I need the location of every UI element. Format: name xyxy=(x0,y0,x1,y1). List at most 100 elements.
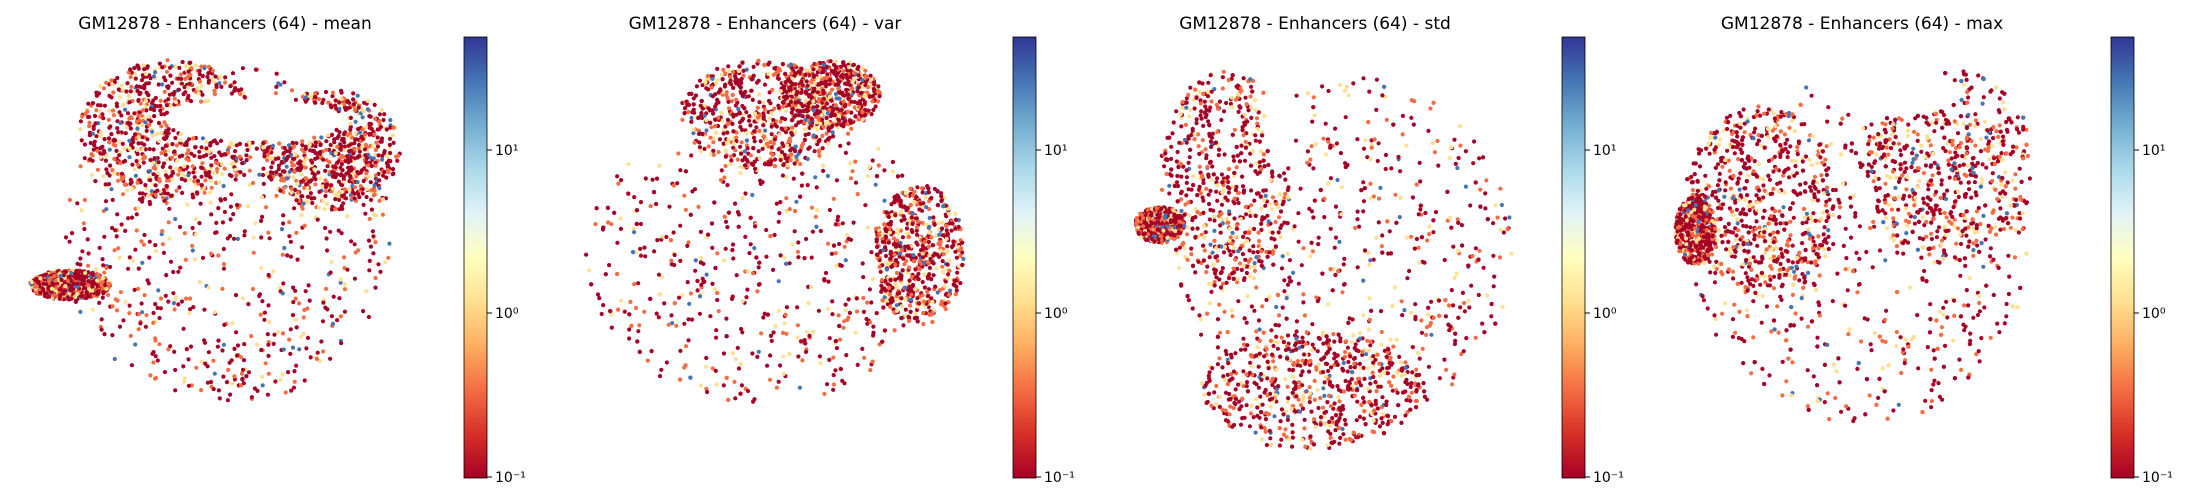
scatter-point xyxy=(374,148,378,152)
scatter-point xyxy=(724,317,728,321)
scatter-point xyxy=(876,99,880,103)
scatter-point xyxy=(207,174,211,178)
scatter-point xyxy=(213,74,217,78)
scatter-point xyxy=(241,296,245,300)
scatter-point xyxy=(157,160,161,164)
scatter-point xyxy=(710,282,714,286)
scatter-point xyxy=(924,205,928,209)
scatter-point xyxy=(104,167,108,171)
scatter-point xyxy=(118,256,122,260)
scatter-point xyxy=(173,307,177,311)
scatter-point xyxy=(229,141,233,145)
scatter-point xyxy=(178,225,182,229)
scatter-point xyxy=(778,363,782,367)
scatter-point xyxy=(939,249,943,253)
scatter-point xyxy=(932,273,936,277)
scatter-point xyxy=(145,91,149,95)
scatter-point xyxy=(365,195,369,199)
scatter-point xyxy=(726,64,730,68)
scatter-point xyxy=(947,293,951,297)
scatter-point xyxy=(207,350,211,354)
scatter-point xyxy=(909,298,913,302)
scatter-point xyxy=(332,140,336,144)
scatter-point xyxy=(136,206,140,210)
scatter-point xyxy=(377,127,381,131)
scatter-point xyxy=(729,158,733,162)
scatter-points xyxy=(28,58,401,402)
scatter-point xyxy=(225,380,229,384)
scatter-point xyxy=(797,105,801,109)
scatter-point xyxy=(324,287,328,291)
scatter-point xyxy=(316,218,320,222)
scatter-point xyxy=(947,269,951,273)
scatter-point xyxy=(232,374,236,378)
scatter-point xyxy=(86,237,90,241)
scatter-point xyxy=(340,162,344,166)
scatter-point xyxy=(174,100,178,104)
scatter-point xyxy=(683,106,687,110)
scatter-point xyxy=(809,285,813,289)
scatter-point xyxy=(285,165,289,169)
scatter-point xyxy=(607,263,611,267)
scatter-point xyxy=(860,347,864,351)
scatter-point xyxy=(743,149,747,153)
scatter-point xyxy=(728,162,732,166)
scatter-point xyxy=(720,168,724,172)
scatter-point xyxy=(160,151,164,155)
scatter-point xyxy=(75,282,79,286)
scatter-point xyxy=(372,132,376,136)
scatter-point xyxy=(103,137,107,141)
scatter-point xyxy=(334,165,338,169)
scatter-point xyxy=(792,177,796,181)
scatter-point xyxy=(158,62,162,66)
scatter-point xyxy=(796,255,800,259)
scatter-point xyxy=(203,362,207,366)
scatter-point xyxy=(819,81,823,85)
scatter-point xyxy=(133,248,137,252)
scatter-point xyxy=(191,136,195,140)
scatter-point xyxy=(73,295,77,299)
scatter-point xyxy=(958,254,962,258)
scatter-point xyxy=(897,291,901,295)
scatter-point xyxy=(172,149,176,153)
scatter-point xyxy=(692,102,696,106)
scatter-point xyxy=(116,179,120,183)
scatter-point xyxy=(793,113,797,117)
scatter-point xyxy=(758,179,762,183)
scatter-point xyxy=(380,154,384,158)
scatter-point xyxy=(83,271,87,275)
scatter-point xyxy=(773,157,777,161)
scatter-point xyxy=(818,354,822,358)
scatter-point xyxy=(222,323,226,327)
scatter-point xyxy=(701,280,705,284)
scatter-point xyxy=(849,121,853,125)
scatter-point xyxy=(947,258,951,262)
scatter-point xyxy=(137,118,141,122)
scatter-point xyxy=(908,304,912,308)
scatter-point xyxy=(96,168,100,172)
scatter-point xyxy=(140,301,144,305)
scatter-point xyxy=(745,138,749,142)
scatter-point xyxy=(232,89,236,93)
scatter-point xyxy=(826,280,830,284)
scatter-point xyxy=(173,368,177,372)
scatter-point xyxy=(216,339,220,343)
scatter-point xyxy=(931,215,935,219)
scatter-point xyxy=(845,82,849,86)
scatter-point xyxy=(78,263,82,267)
scatter-point xyxy=(737,69,741,73)
scatter-point xyxy=(308,148,312,152)
scatter-point xyxy=(705,390,709,394)
scatter-point xyxy=(699,230,703,234)
scatter-point xyxy=(259,266,263,270)
scatter-point xyxy=(292,369,296,373)
scatter-point xyxy=(197,155,201,159)
scatter-point xyxy=(704,118,708,122)
scatter-point xyxy=(234,173,238,177)
scatter-point xyxy=(367,268,371,272)
scatter-point xyxy=(290,88,294,92)
scatter-point xyxy=(377,199,381,203)
scatter-point xyxy=(104,199,108,203)
scatter-point xyxy=(874,227,878,231)
